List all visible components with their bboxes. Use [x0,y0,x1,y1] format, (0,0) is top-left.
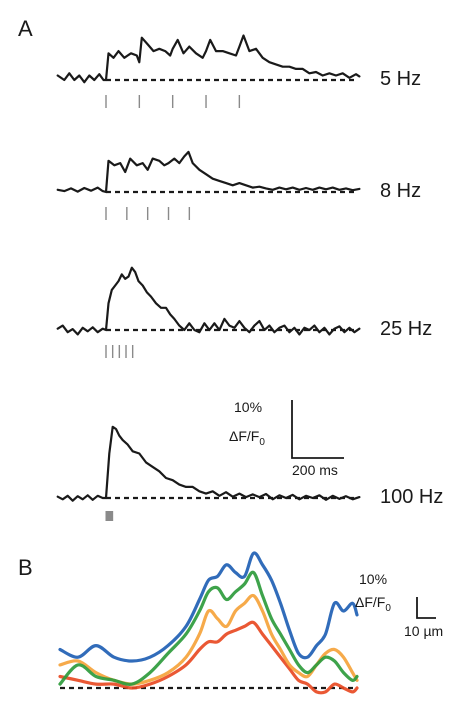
panel-a-letter: A [18,16,33,41]
panel-b-scale-unit: ΔF/F0 [355,594,391,614]
profile-line-1 [58,551,359,663]
panel-a-scale-amplitude: 10% [234,399,262,415]
panel-b-profiles [58,551,359,695]
panel-b-letter: B [18,555,33,580]
freq-label-5-hz: 5 Hz [380,68,421,90]
freq-label-8-hz: 8 Hz [380,180,421,202]
freq-label-25-hz: 25 Hz [380,318,432,340]
panel-b-scale-distance: 10 µm [404,623,443,639]
trace-group-100-hz: 100 Hz [56,425,443,521]
trace-8-hz [56,150,361,194]
panel-a-scale-bar-lines [291,400,344,459]
panel-b-scale-bar-lines [416,597,436,619]
panel-a-scale-time: 200 ms [292,462,338,478]
panel-a-scale-bar: 10% ΔF/F0 200 ms [229,399,344,478]
trace-group-8-hz: 8 Hz [56,150,421,220]
profile-line-2 [58,570,359,686]
panel-b-scale-bar: 10% ΔF/F0 10 µm [355,571,443,639]
trace-5-hz [56,34,361,84]
panel-a-traces: 5 Hz 8 Hz 25 Hz 100 Hz [56,34,443,521]
trace-group-5-hz: 5 Hz [56,34,421,108]
stim-marker-100-hz [105,511,114,521]
trace-25-hz [56,266,361,336]
trace-100-hz [56,425,361,502]
panel-a-scale-unit: ΔF/F0 [229,428,265,448]
panel-b-scale-amplitude: 10% [359,571,387,587]
profile-line-4 [58,620,359,695]
trace-group-25-hz: 25 Hz [56,266,432,358]
freq-label-100-hz: 100 Hz [380,486,443,508]
